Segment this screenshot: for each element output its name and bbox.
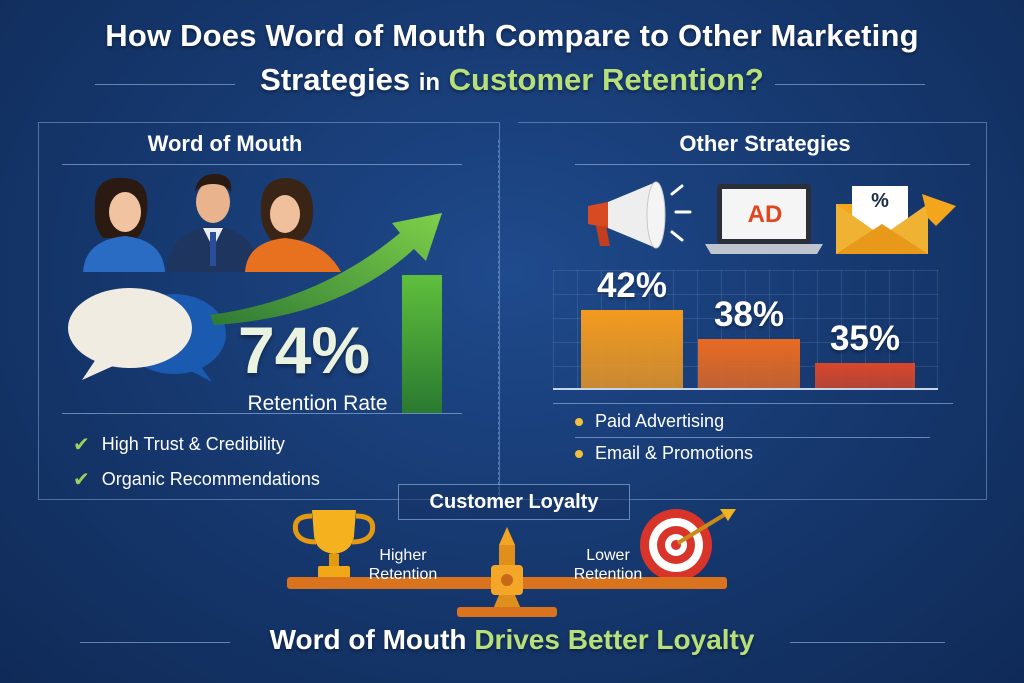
benefit-label: Organic Recommendations [101,469,320,489]
target-icon [640,509,736,581]
wom-retention-value: 74% [238,313,371,387]
legend-bullet-icon [575,449,583,458]
panel-divider [498,140,499,500]
word-of-mouth-heading: Word of Mouth [147,131,303,156]
laptop-ad-icon [705,184,823,254]
title-strategies: Strategies [260,62,411,97]
wom-stat-underline [62,413,462,414]
checkmark-icon: ✔ [73,434,90,456]
benefit-label: High Trust & Credibility [101,434,285,454]
envelope-icon [836,186,956,254]
legend-divider [575,437,930,438]
lower-line1: Lower [586,547,630,564]
chart-underline [553,403,953,404]
footer-part1: Word of Mouth [269,624,467,655]
growth-arrow-icon [210,213,442,413]
legend-item: Email & Promotions [575,443,753,464]
lower-retention-label: Lower Retention [563,546,653,584]
other-heading-underline [575,164,970,165]
chart-bar [698,339,800,388]
strategies-bar-chart: 42% 38% 35% [553,266,938,390]
chart-data-label: 35% [829,319,901,358]
footer-divider-left [80,642,230,643]
other-strategies-heading: Other Strategies [679,131,851,156]
lower-line2: Retention [573,566,643,583]
checkmark-icon: ✔ [73,469,90,491]
title-divider-right [775,84,925,85]
footer-part2: Drives Better Loyalty [474,624,755,655]
ad-label: AD [747,201,783,228]
word-of-mouth-panel [38,122,500,500]
higher-line2: Retention [368,566,438,583]
page-title-line2: Strategies in Customer Retention? [0,62,1024,98]
trophy-icon [292,510,376,578]
bars-area: 42% 38% 35% [553,266,938,388]
balance-scale-icon [287,527,727,617]
footer-tagline: Word of Mouth Drives Better Loyalty [0,624,1024,656]
legend-label: Paid Advertising [595,411,725,431]
speech-bubble-icon [68,288,226,382]
wom-heading-underline [62,164,462,165]
title-divider-left [95,84,235,85]
benefit-item: ✔ High Trust & Credibility [73,432,285,457]
higher-retention-label: Higher Retention [358,546,448,584]
title-customer-retention: Customer Retention? [448,62,764,97]
megaphone-icon [588,181,692,249]
envelope-percent-label: % [871,190,889,212]
customer-loyalty-heading: Customer Loyalty [398,484,630,520]
higher-line1: Higher [379,547,427,564]
legend-item: Paid Advertising [575,411,724,432]
chart-bar [581,310,683,388]
chart-data-label: 42% [596,266,668,305]
legend-bullet-icon [575,417,583,426]
other-strategies-panel [518,122,987,500]
benefit-item: ✔ Organic Recommendations [73,467,320,492]
people-talking-icon [83,174,341,272]
legend-label: Email & Promotions [595,443,754,463]
wom-retention-label: Retention Rate [247,392,388,415]
chart-baseline [553,388,938,390]
footer-divider-right [790,642,945,643]
chart-data-label: 38% [713,295,785,334]
title-in: in [418,69,441,96]
chart-bar [815,363,915,388]
page-title-line1: How Does Word of Mouth Compare to Other … [105,18,919,53]
